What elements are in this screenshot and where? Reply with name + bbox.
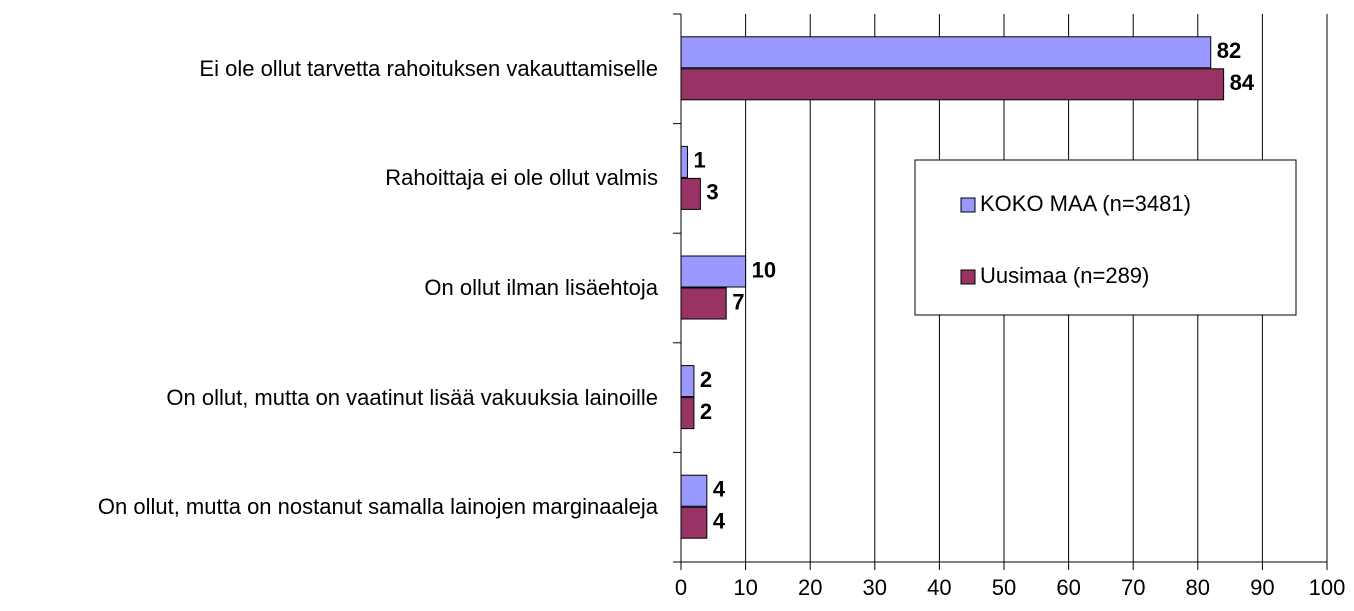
x-tick-label: 50 [992, 575, 1016, 600]
x-tick-label: 10 [733, 575, 757, 600]
value-label: 1 [693, 148, 705, 173]
bar [680, 365, 695, 398]
bar [680, 68, 1225, 101]
bar [680, 36, 1212, 69]
value-label: 4 [713, 509, 726, 534]
value-label: 2 [700, 367, 712, 392]
bar [680, 287, 727, 320]
bar [680, 145, 688, 178]
category-label: Rahoittaja ei ole ollut valmis [385, 165, 658, 191]
x-tick-label: 90 [1250, 575, 1274, 600]
bar [680, 474, 708, 507]
bar [680, 506, 708, 539]
x-tick-label: 30 [863, 575, 887, 600]
bar [680, 177, 701, 210]
x-tick-label: 70 [1121, 575, 1145, 600]
legend-label: KOKO MAA (n=3481) [980, 191, 1191, 216]
x-tick-label: 20 [798, 575, 822, 600]
x-tick-label: 100 [1309, 575, 1346, 600]
legend-label: Uusimaa (n=289) [980, 263, 1149, 288]
value-label: 10 [752, 257, 776, 282]
value-label: 4 [713, 477, 726, 502]
value-label: 3 [706, 180, 718, 205]
legend-swatch [960, 197, 976, 213]
category-label: Ei ole ollut tarvetta rahoituksen vakaut… [199, 55, 658, 81]
category-label: On ollut, mutta on vaatinut lisää vakuuk… [166, 384, 658, 410]
category-label: On ollut, mutta on nostanut samalla lain… [97, 494, 658, 520]
value-label: 84 [1230, 70, 1255, 95]
bar [680, 397, 695, 430]
legend-swatch [960, 269, 976, 285]
value-label: 2 [700, 399, 712, 424]
x-tick-label: 0 [675, 575, 687, 600]
x-tick-label: 60 [1056, 575, 1080, 600]
value-label: 7 [732, 289, 744, 314]
bar [680, 255, 747, 288]
x-tick-label: 40 [927, 575, 951, 600]
value-label: 82 [1217, 38, 1241, 63]
category-label: On ollut ilman lisäehtoja [424, 275, 658, 300]
legend-box [914, 159, 1297, 316]
x-tick-label: 80 [1186, 575, 1210, 600]
